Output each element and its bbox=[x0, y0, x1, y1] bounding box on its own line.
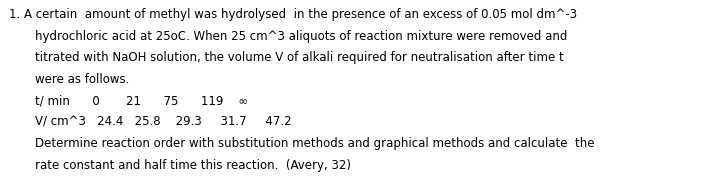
Text: were as follows.: were as follows. bbox=[35, 73, 129, 86]
Text: rate constant and half time this reaction.  (Avery, 32): rate constant and half time this reactio… bbox=[35, 159, 351, 171]
Text: 1. A certain  amount of methyl was hydrolysed  in the presence of an excess of 0: 1. A certain amount of methyl was hydrol… bbox=[9, 8, 577, 21]
Text: Determine reaction order with substitution methods and graphical methods and cal: Determine reaction order with substituti… bbox=[35, 137, 594, 150]
Text: titrated with NaOH solution, the volume V of alkali required for neutralisation : titrated with NaOH solution, the volume … bbox=[35, 51, 563, 64]
Text: hydrochloric acid at 25oC. When 25 cm^3 aliquots of reaction mixture were remove: hydrochloric acid at 25oC. When 25 cm^3 … bbox=[35, 30, 567, 43]
Text: t/ min      0       21      75      119    ∞: t/ min 0 21 75 119 ∞ bbox=[35, 94, 248, 107]
Text: V/ cm^3   24.4   25.8    29.3     31.7     47.2: V/ cm^3 24.4 25.8 29.3 31.7 47.2 bbox=[35, 116, 291, 128]
